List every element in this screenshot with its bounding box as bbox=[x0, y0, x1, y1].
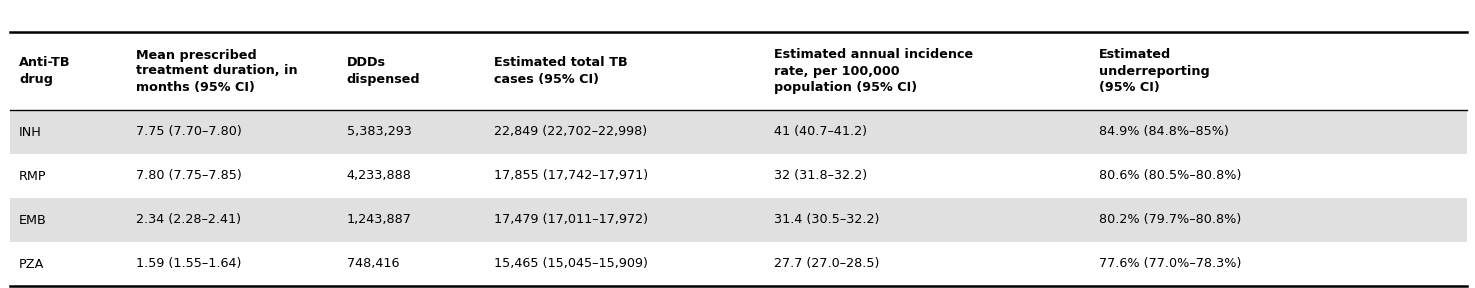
Bar bbox=[10, 198, 1468, 242]
Text: 7.80 (7.75–7.85): 7.80 (7.75–7.85) bbox=[136, 170, 242, 183]
Text: 15,465 (15,045–15,909): 15,465 (15,045–15,909) bbox=[494, 257, 648, 270]
Text: 5,383,293: 5,383,293 bbox=[347, 126, 412, 139]
Text: EMB: EMB bbox=[19, 213, 47, 226]
Text: Mean prescribed
treatment duration, in
months (95% CI): Mean prescribed treatment duration, in m… bbox=[136, 48, 298, 94]
Text: 80.2% (79.7%–80.8%): 80.2% (79.7%–80.8%) bbox=[1099, 213, 1240, 226]
Text: 22,849 (22,702–22,998): 22,849 (22,702–22,998) bbox=[494, 126, 648, 139]
Text: RMP: RMP bbox=[19, 170, 47, 183]
Text: 4,233,888: 4,233,888 bbox=[347, 170, 412, 183]
Text: Estimated
underreporting
(95% CI): Estimated underreporting (95% CI) bbox=[1099, 48, 1210, 94]
Text: Estimated annual incidence
rate, per 100,000
population (95% CI): Estimated annual incidence rate, per 100… bbox=[774, 48, 974, 94]
Text: 17,855 (17,742–17,971): 17,855 (17,742–17,971) bbox=[494, 170, 648, 183]
Text: DDDs
dispensed: DDDs dispensed bbox=[347, 56, 420, 86]
Text: 17,479 (17,011–17,972): 17,479 (17,011–17,972) bbox=[494, 213, 648, 226]
Text: 32 (31.8–32.2): 32 (31.8–32.2) bbox=[774, 170, 867, 183]
Text: 41 (40.7–41.2): 41 (40.7–41.2) bbox=[774, 126, 867, 139]
Text: Anti-TB
drug: Anti-TB drug bbox=[19, 56, 71, 86]
Text: PZA: PZA bbox=[19, 257, 44, 270]
Text: 2.34 (2.28–2.41): 2.34 (2.28–2.41) bbox=[136, 213, 240, 226]
Text: 1.59 (1.55–1.64): 1.59 (1.55–1.64) bbox=[136, 257, 240, 270]
Text: 748,416: 748,416 bbox=[347, 257, 400, 270]
Text: Estimated total TB
cases (95% CI): Estimated total TB cases (95% CI) bbox=[494, 56, 628, 86]
Text: 31.4 (30.5–32.2): 31.4 (30.5–32.2) bbox=[774, 213, 879, 226]
Text: INH: INH bbox=[19, 126, 43, 139]
Text: 7.75 (7.70–7.80): 7.75 (7.70–7.80) bbox=[136, 126, 242, 139]
Text: 80.6% (80.5%–80.8%): 80.6% (80.5%–80.8%) bbox=[1099, 170, 1242, 183]
Text: 77.6% (77.0%–78.3%): 77.6% (77.0%–78.3%) bbox=[1099, 257, 1242, 270]
Bar bbox=[10, 110, 1468, 154]
Text: 1,243,887: 1,243,887 bbox=[347, 213, 412, 226]
Text: 27.7 (27.0–28.5): 27.7 (27.0–28.5) bbox=[774, 257, 879, 270]
Text: 84.9% (84.8%–85%): 84.9% (84.8%–85%) bbox=[1099, 126, 1229, 139]
